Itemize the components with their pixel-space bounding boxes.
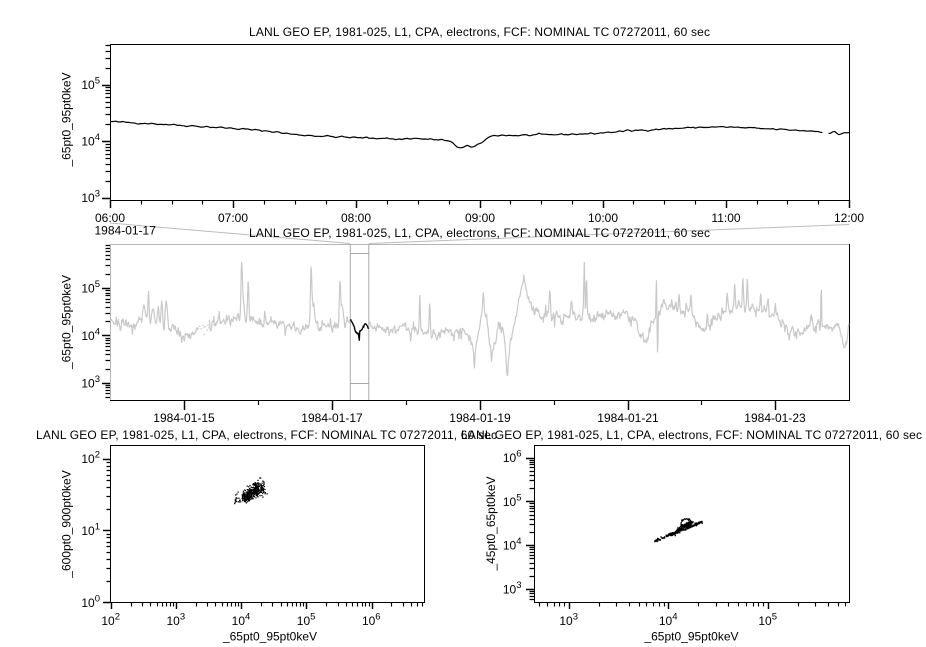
svg-text:06:00: 06:00 xyxy=(95,211,125,225)
svg-text:LANL GEO EP, 1981-025, L1, CPA: LANL GEO EP, 1981-025, L1, CPA, electron… xyxy=(461,428,922,442)
svg-text:12:00: 12:00 xyxy=(834,211,864,225)
svg-text:1984-01-23: 1984-01-23 xyxy=(744,411,806,425)
svg-text:LANL GEO EP, 1981-025, L1, CPA: LANL GEO EP, 1981-025, L1, CPA, electron… xyxy=(249,25,710,39)
svg-text:1984-01-21: 1984-01-21 xyxy=(597,411,659,425)
svg-text:LANL GEO EP, 1981-025, L1, CPA: LANL GEO EP, 1981-025, L1, CPA, electron… xyxy=(249,226,710,240)
svg-text:LANL GEO EP, 1981-025, L1, CPA: LANL GEO EP, 1981-025, L1, CPA, electron… xyxy=(36,428,497,442)
svg-text:_65pt0_95pt0keV: _65pt0_95pt0keV xyxy=(643,630,738,644)
svg-text:1984-01-17: 1984-01-17 xyxy=(301,411,363,425)
svg-text:_600pt0_900pt0keV: _600pt0_900pt0keV xyxy=(60,470,74,578)
svg-text:_65pt0_95pt0keV: _65pt0_95pt0keV xyxy=(222,630,317,644)
svg-text:1984-01-19: 1984-01-19 xyxy=(449,411,511,425)
svg-text:1984-01-15: 1984-01-15 xyxy=(153,411,215,425)
svg-text:11:00: 11:00 xyxy=(711,211,740,225)
svg-text:_65pt0_95pt0keV: _65pt0_95pt0keV xyxy=(60,275,74,370)
svg-text:10:00: 10:00 xyxy=(588,211,618,225)
svg-text:_45pt0_65pt0keV: _45pt0_65pt0keV xyxy=(484,476,498,571)
svg-text:07:00: 07:00 xyxy=(218,211,248,225)
svg-text:08:00: 08:00 xyxy=(341,211,371,225)
svg-text:1984-01-17: 1984-01-17 xyxy=(95,224,157,238)
svg-text:_65pt0_95pt0keV: _65pt0_95pt0keV xyxy=(60,72,74,167)
svg-text:09:00: 09:00 xyxy=(465,211,495,225)
